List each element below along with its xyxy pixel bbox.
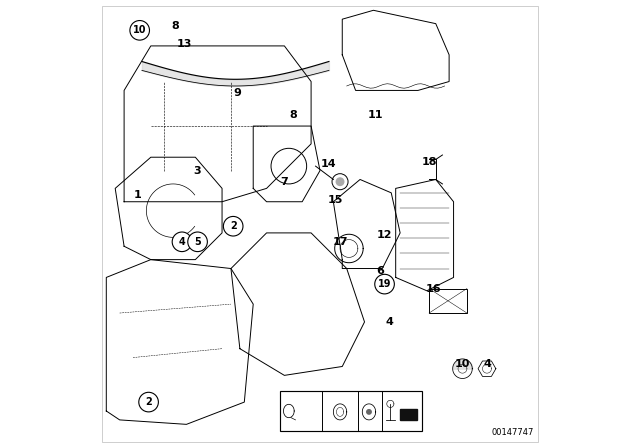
Text: 1: 1 (134, 190, 141, 200)
Text: 7: 7 (280, 177, 288, 187)
Circle shape (188, 232, 207, 252)
Text: 8: 8 (289, 110, 297, 120)
Text: 13: 13 (177, 39, 192, 49)
Bar (400, 409, 417, 420)
Text: 5: 5 (194, 237, 201, 247)
Bar (429, 289, 467, 313)
Text: 00147747: 00147747 (492, 428, 534, 437)
Text: 2: 2 (145, 397, 152, 407)
Text: 16: 16 (426, 284, 442, 293)
Text: 8: 8 (172, 21, 179, 31)
Circle shape (139, 392, 158, 412)
Circle shape (223, 216, 243, 236)
Text: 4: 4 (385, 317, 393, 327)
Text: 12: 12 (377, 230, 392, 240)
Text: 15: 15 (328, 194, 343, 205)
Circle shape (367, 409, 371, 414)
Circle shape (130, 21, 150, 40)
Text: 2: 2 (230, 221, 237, 231)
Text: 10: 10 (133, 26, 147, 35)
Text: 19: 19 (378, 279, 391, 289)
Text: 11: 11 (368, 110, 383, 120)
Circle shape (375, 274, 394, 294)
Text: 4: 4 (179, 237, 186, 247)
Text: 3: 3 (194, 166, 202, 176)
Text: 17: 17 (332, 237, 348, 247)
Text: 14: 14 (321, 159, 337, 169)
Text: 9: 9 (234, 88, 241, 98)
Text: 4: 4 (483, 359, 491, 369)
Text: 6: 6 (376, 266, 384, 276)
Text: 18: 18 (421, 157, 437, 167)
Circle shape (172, 232, 192, 252)
Circle shape (335, 177, 344, 186)
Text: 10: 10 (455, 359, 470, 369)
